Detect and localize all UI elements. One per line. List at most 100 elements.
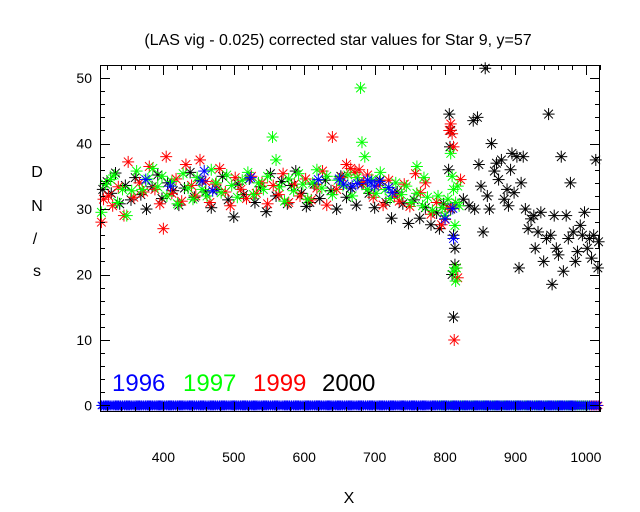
data-point — [448, 333, 461, 346]
data-point — [146, 162, 159, 175]
data-point — [151, 180, 164, 193]
data-point — [544, 229, 557, 242]
data-point — [571, 245, 584, 258]
data-point — [444, 147, 457, 160]
data-point — [351, 177, 364, 190]
data-point — [481, 189, 494, 202]
data-point — [153, 197, 166, 210]
axis-ticks — [100, 65, 601, 412]
data-point — [426, 204, 439, 217]
data-point — [99, 178, 112, 191]
x-tick-label: 400 — [152, 449, 176, 465]
data-point — [447, 232, 460, 245]
data-point — [449, 275, 462, 288]
y-axis-label: D N / s — [31, 164, 43, 280]
data-point — [120, 209, 133, 222]
y-tick-label: 10 — [76, 332, 92, 348]
data-point — [210, 176, 223, 189]
data-point — [102, 189, 115, 202]
data-point — [296, 178, 309, 191]
data-point — [287, 184, 300, 197]
data-point — [492, 173, 505, 186]
y-tick-label: 40 — [76, 136, 92, 152]
data-point — [350, 199, 363, 212]
data-point — [557, 265, 570, 278]
data-point — [247, 188, 260, 201]
data-point — [564, 176, 577, 189]
data-point — [451, 180, 464, 193]
data-point — [508, 186, 521, 199]
data-point — [477, 225, 490, 238]
data-point — [139, 173, 152, 186]
data-point — [143, 160, 156, 173]
data-point — [215, 186, 228, 199]
data-point — [413, 212, 426, 225]
data-point — [272, 188, 285, 201]
series-1997 — [95, 81, 594, 411]
data-point — [560, 209, 573, 222]
data-point — [361, 174, 374, 187]
data-point — [108, 168, 121, 181]
data-point — [474, 180, 487, 193]
data-point — [136, 183, 149, 196]
data-point — [236, 174, 249, 187]
x-tick-labels: 400 500 600 700 800 900 1000 — [152, 449, 602, 465]
data-point — [479, 62, 492, 75]
data-point — [299, 172, 312, 185]
data-point-zero — [570, 400, 580, 411]
data-point — [260, 205, 273, 218]
data-point — [517, 150, 530, 163]
x-tick-label: 600 — [293, 449, 317, 465]
data-point — [358, 150, 371, 163]
data-point — [130, 165, 143, 178]
y-axis-label-char: / — [33, 231, 38, 248]
data-point — [155, 170, 168, 183]
legend-entry-2000: 2000 — [322, 370, 375, 397]
data-point — [386, 186, 399, 199]
data-point — [198, 165, 211, 178]
data-point — [244, 171, 257, 184]
data-point — [267, 179, 280, 192]
data-point — [419, 176, 432, 189]
data-point — [186, 193, 199, 206]
data-point — [448, 219, 461, 232]
data-point — [330, 183, 343, 196]
data-point — [421, 191, 434, 204]
data-point — [448, 242, 461, 255]
data-points — [95, 62, 605, 411]
x-tick-label: 500 — [222, 449, 246, 465]
data-point — [410, 187, 423, 200]
y-tick-labels: 0 10 20 30 40 50 — [76, 70, 92, 413]
data-point — [346, 189, 359, 202]
data-point — [185, 179, 198, 192]
data-point — [468, 203, 481, 216]
data-point — [368, 201, 381, 214]
data-point — [416, 199, 429, 212]
data-point — [196, 174, 209, 187]
data-point — [346, 180, 359, 193]
data-point — [443, 108, 456, 121]
data-point — [340, 191, 353, 204]
y-axis-label-char: D — [31, 164, 43, 181]
data-point — [220, 168, 233, 181]
data-point — [471, 111, 484, 124]
y-tick-label: 20 — [76, 267, 92, 283]
data-point — [562, 232, 575, 245]
x-axis-label: X — [344, 490, 355, 507]
data-point — [555, 150, 568, 163]
data-point — [240, 192, 253, 205]
data-point — [537, 255, 550, 268]
series-1999 — [95, 117, 604, 411]
data-point — [160, 150, 173, 163]
data-point — [330, 203, 343, 216]
data-point — [592, 235, 605, 248]
plot-frame — [100, 65, 600, 412]
data-point — [326, 188, 339, 201]
data-point — [125, 184, 138, 197]
data-point — [160, 189, 173, 202]
data-point — [177, 167, 190, 180]
x-tick-label: 1000 — [570, 449, 601, 465]
data-point — [495, 153, 508, 166]
data-point — [472, 158, 485, 171]
